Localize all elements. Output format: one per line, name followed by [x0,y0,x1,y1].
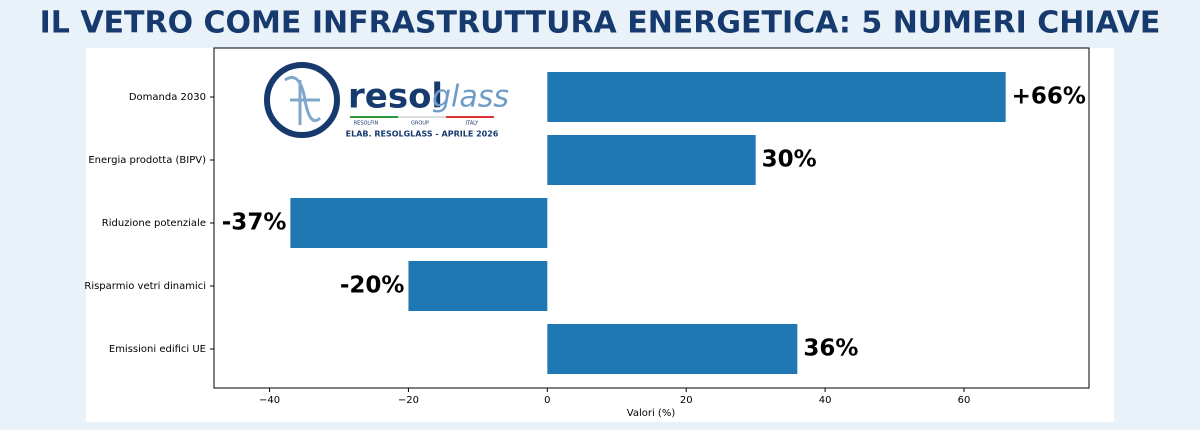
axes-frame [213,47,1090,389]
logo-tagline: ITALY [466,121,480,127]
logo-brand-second: glass [432,80,509,115]
x-axis-label: Valori (%) [627,408,676,419]
y-tick-label: Energia prodotta (BIPV) [88,155,206,166]
bar [547,324,798,374]
y-tick-label: Riduzione potenziale [102,218,206,229]
bar [547,135,756,185]
value-label: 30% [762,147,817,173]
y-tick-label: Domanda 2030 [129,92,206,103]
x-tick-label: −20 [398,395,419,406]
logo-tagline: GROUP [411,121,429,127]
x-tick-label: 60 [958,395,971,406]
value-label: 36% [803,336,858,362]
y-tick-label: Emissioni edifici UE [109,344,206,355]
x-tick-label: −40 [259,395,280,406]
logo-credit: ELAB. RESOLGLASS - APRILE 2026 [346,130,499,139]
bar [290,198,548,248]
value-label: +66% [1012,84,1086,110]
logo-symbol [284,76,322,125]
x-tick-label: 20 [680,395,693,406]
y-tick-label: Risparmio vetri dinamici [84,281,206,292]
bar [408,261,548,311]
logo-ring [264,62,340,138]
value-label: -20% [340,273,405,299]
x-tick-label: 0 [544,395,550,406]
x-tick-label: 40 [819,395,832,406]
logo: resol glass RESOLFIN GROUP ITALY ELAB. R… [264,62,509,139]
value-label: -37% [222,210,287,236]
bar [547,72,1006,122]
chart-title: IL VETRO COME INFRASTRUTTURA ENERGETICA:… [40,6,1161,41]
logo-brand-first: resol [348,77,443,117]
logo-tagline: RESOLFIN [354,121,379,127]
